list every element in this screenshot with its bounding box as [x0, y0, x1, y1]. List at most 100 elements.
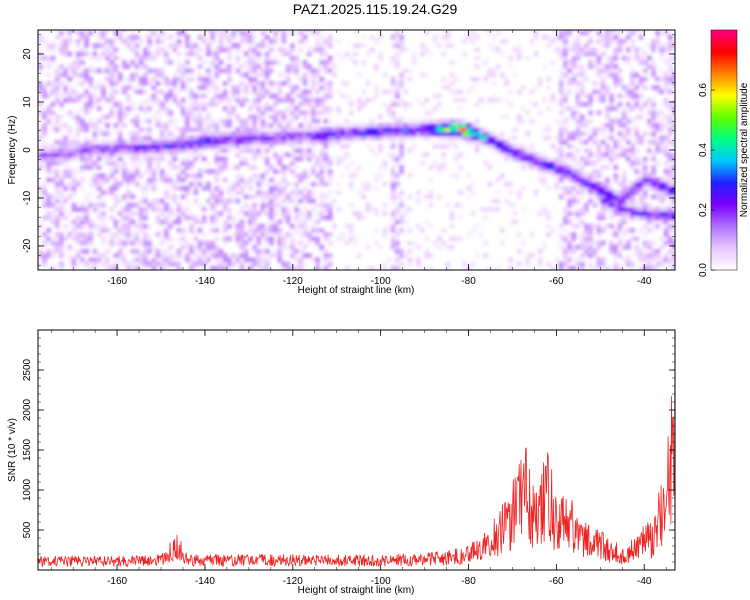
heatmap-cell: [109, 110, 115, 116]
heatmap-cell: [277, 156, 283, 162]
heatmap-cell: [558, 165, 564, 170]
heatmap-cell: [117, 257, 123, 263]
heatmap-cell: [630, 127, 635, 132]
heatmap-cell: [75, 181, 81, 187]
heatmap-cell: [54, 156, 60, 162]
heatmap-cell: [516, 160, 522, 166]
heatmap-cell: [113, 81, 119, 86]
heatmap-cell: [109, 85, 115, 90]
heatmap-cell: [227, 236, 232, 242]
heatmap-cell: [395, 60, 400, 65]
heatmap-cell: [399, 190, 404, 195]
heatmap-cell: [512, 144, 518, 149]
heatmap-cell: [668, 257, 673, 263]
heatmap-cell: [155, 152, 161, 158]
heatmap-cell: [395, 51, 400, 57]
heatmap-cell: [474, 55, 480, 61]
heatmap-cell: [474, 64, 480, 69]
heatmap-cell: [227, 106, 232, 111]
heatmap-cell: [630, 118, 635, 124]
heatmap-cell: [302, 135, 308, 141]
heatmap-cell: [155, 89, 161, 95]
heatmap-cell: [117, 76, 123, 82]
heatmap-cell: [197, 72, 203, 78]
heatmap-cell: [626, 106, 631, 111]
heatmap-cell: [655, 261, 661, 267]
heatmap-cell: [315, 219, 320, 225]
heatmap-cell: [260, 72, 266, 78]
heatmap-cell: [357, 135, 362, 141]
heatmap-cell: [445, 30, 451, 36]
heatmap-cell: [134, 223, 140, 229]
heatmap-cell: [151, 198, 157, 204]
heatmap-cell: [109, 60, 115, 65]
heatmap-cell: [71, 261, 77, 267]
heatmap-cell: [311, 190, 316, 195]
heatmap-cell: [67, 127, 73, 132]
heatmap-cell: [248, 60, 253, 65]
heatmap-cell: [159, 249, 165, 254]
heatmap-cell: [92, 102, 98, 107]
heatmap-cell: [491, 131, 497, 137]
heatmap-cell: [647, 55, 652, 61]
heatmap-cell: [88, 106, 94, 111]
heatmap-cell: [315, 118, 320, 124]
heatmap-cell: [260, 118, 266, 124]
heatmap-cell: [176, 228, 182, 233]
heatmap-cell: [592, 81, 598, 86]
heatmap-cell: [256, 102, 262, 107]
heatmap-cell: [294, 265, 299, 270]
heatmap-cell: [634, 207, 640, 212]
heatmap-cell: [361, 127, 367, 132]
heatmap-cell: [180, 85, 186, 90]
heatmap-cell: [311, 114, 316, 120]
heatmap-cell: [189, 265, 194, 270]
heatmap-cell: [130, 219, 136, 225]
heatmap-cell: [252, 152, 257, 158]
heatmap-cell: [231, 106, 236, 111]
heatmap-cell: [218, 265, 224, 270]
heatmap-cell: [63, 97, 68, 103]
heatmap-cell: [642, 76, 648, 82]
heatmap-cell: [663, 194, 669, 200]
heatmap-cell: [260, 110, 266, 116]
heatmap-cell: [164, 207, 169, 212]
heatmap-cell: [390, 236, 396, 242]
heatmap-cell: [269, 139, 274, 145]
heatmap-cell: [651, 118, 656, 124]
heatmap-cell: [668, 47, 673, 53]
heatmap-cell: [264, 148, 270, 153]
heatmap-cell: [260, 177, 266, 183]
heatmap-cell: [311, 106, 316, 111]
heatmap-cell: [319, 135, 325, 141]
heatmap-cell: [600, 186, 606, 191]
heatmap-cell: [613, 194, 619, 200]
heatmap-cell: [176, 127, 182, 132]
heatmap-cell: [201, 102, 207, 107]
heatmap-cell: [596, 240, 602, 246]
heatmap-cell: [361, 43, 367, 48]
heatmap-cell: [340, 156, 346, 162]
heatmap-cell: [277, 135, 283, 141]
heatmap-cell: [584, 228, 589, 233]
heatmap-cell: [201, 127, 207, 132]
heatmap-cell: [596, 186, 602, 191]
heatmap-cell: [323, 68, 329, 74]
heatmap-cell: [134, 55, 140, 61]
heatmap-cell: [525, 257, 530, 263]
heatmap-cell: [563, 261, 568, 267]
heatmap-cell: [449, 215, 455, 221]
heatmap-cell: [617, 43, 623, 48]
heatmap-cell: [38, 102, 43, 107]
x-tick-label: -160: [107, 276, 127, 287]
heatmap-cell: [80, 152, 85, 158]
heatmap-cell: [239, 219, 245, 225]
heatmap-cell: [390, 190, 396, 195]
heatmap-cell: [609, 118, 614, 124]
heatmap-cell: [101, 148, 106, 153]
heatmap-cell: [311, 135, 316, 141]
heatmap-cell: [382, 123, 388, 128]
heatmap-cell: [88, 257, 94, 263]
heatmap-cell: [252, 51, 257, 57]
heatmap-cell: [290, 102, 295, 107]
